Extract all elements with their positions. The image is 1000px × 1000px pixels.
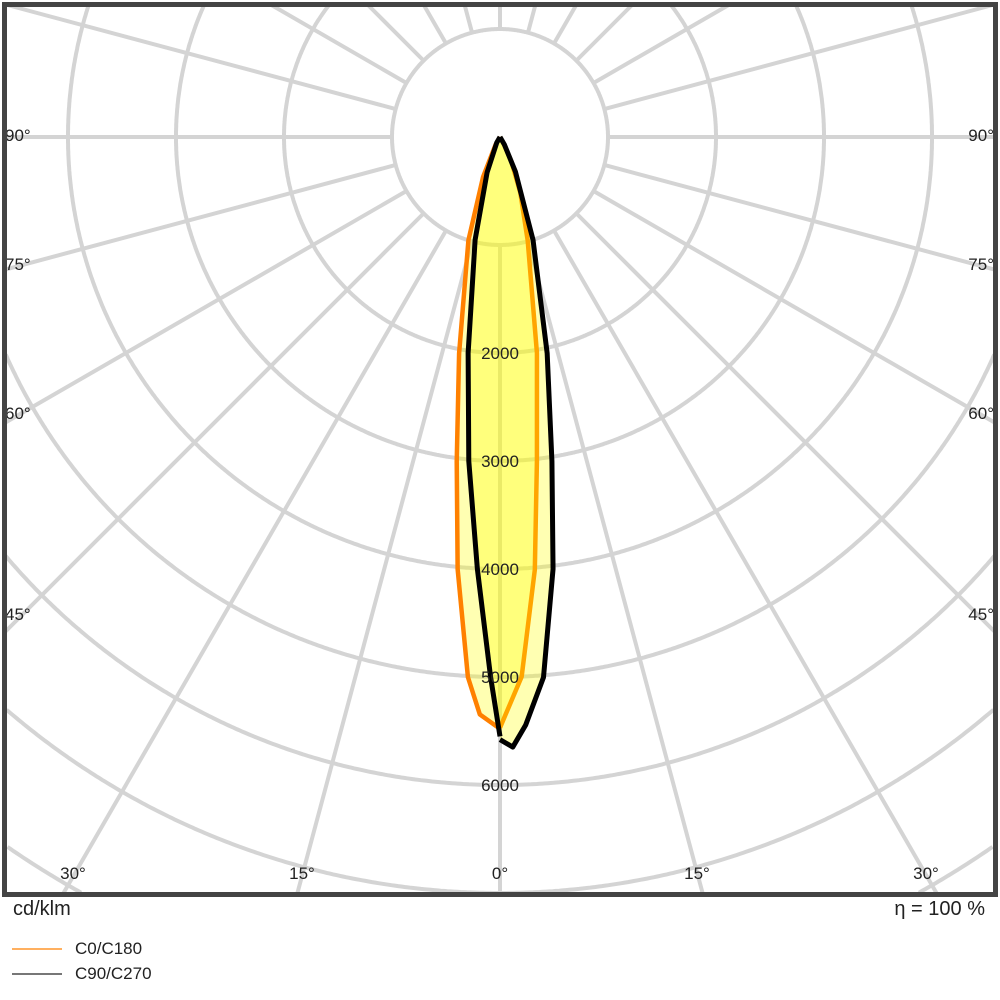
angle-label-bottom-15-left: 15° bbox=[289, 864, 315, 883]
legend-item-c0-c180: C0/C180 bbox=[12, 939, 142, 959]
legend-label-c90-c270: C90/C270 bbox=[75, 964, 152, 983]
intensity-curves bbox=[454, 135, 556, 750]
angle-label-right-90: 90° bbox=[968, 126, 994, 145]
grid-radial-line-165 bbox=[526, 4, 538, 34]
grid-radial-line-105 bbox=[603, 3, 994, 111]
grid-radial-line-45 bbox=[574, 211, 997, 634]
legend-swatch-c90-c270 bbox=[12, 973, 62, 975]
angle-label-left-60: 60° bbox=[5, 404, 31, 423]
grid-radial-line-210 bbox=[422, 4, 448, 45]
grid-radial-line-30 bbox=[552, 229, 939, 895]
grid-radial-line-330 bbox=[61, 229, 448, 895]
curve-c90-c270-right bbox=[497, 135, 556, 750]
grid-radial-line-300 bbox=[3, 189, 408, 425]
angle-label-bottom-30-right: 30° bbox=[913, 864, 939, 883]
angle-label-left-75: 75° bbox=[5, 255, 31, 274]
legend-label-c0-c180: C0/C180 bbox=[75, 939, 143, 958]
grid-radial-line-285 bbox=[4, 163, 397, 272]
grid-circle-2000 bbox=[282, 4, 718, 355]
angle-label-left-45: 45° bbox=[5, 605, 31, 624]
radial-label-2000: 2000 bbox=[481, 344, 519, 363]
angle-label-right-75: 75° bbox=[968, 255, 994, 274]
efficiency-label: η = 100 % bbox=[894, 898, 985, 920]
grid-radial-line-315 bbox=[3, 211, 426, 634]
angle-label-right-45: 45° bbox=[968, 605, 994, 624]
angle-label-left-90: 90° bbox=[5, 126, 31, 145]
angle-label-right-60: 60° bbox=[968, 404, 994, 423]
grid-radial-line-75 bbox=[603, 163, 996, 272]
radial-label-3000: 3000 bbox=[481, 452, 519, 471]
radial-label-6000: 6000 bbox=[481, 776, 519, 795]
grid-radial-line-195 bbox=[462, 4, 474, 34]
polar-grid bbox=[3, 3, 997, 895]
grid-radial-line-120 bbox=[592, 3, 730, 85]
grid-radial-line-150 bbox=[552, 4, 578, 45]
grid-radial-line-240 bbox=[270, 3, 408, 85]
radial-label-5000: 5000 bbox=[481, 668, 519, 687]
grid-radial-line-255 bbox=[6, 3, 397, 111]
grid-radial-line-15 bbox=[526, 240, 705, 894]
unit-label: cd/klm bbox=[13, 898, 71, 920]
radial-label-4000: 4000 bbox=[481, 560, 519, 579]
grid-circle-3000 bbox=[174, 4, 826, 463]
grid-radial-line-345 bbox=[295, 240, 474, 894]
curve-c90-c270-left bbox=[465, 135, 503, 737]
radial-tick-labels: 2000 3000 4000 5000 6000 bbox=[481, 344, 519, 795]
grid-radial-line-135 bbox=[574, 3, 634, 63]
grid-radial-line-60 bbox=[592, 189, 997, 425]
angle-label-bottom-30-left: 30° bbox=[60, 864, 86, 883]
legend-swatch-c0-c180 bbox=[12, 948, 62, 950]
angle-labels: 90° 75° 60° 45° 90° 75° 60° 45° 30° 15° … bbox=[5, 126, 994, 883]
angle-label-bottom-15-right: 15° bbox=[684, 864, 710, 883]
grid-radial-line-225 bbox=[366, 3, 426, 63]
angle-label-bottom-0: 0° bbox=[492, 864, 508, 883]
legend-item-c90-c270: C90/C270 bbox=[12, 964, 152, 984]
chart-frame bbox=[2, 2, 998, 897]
